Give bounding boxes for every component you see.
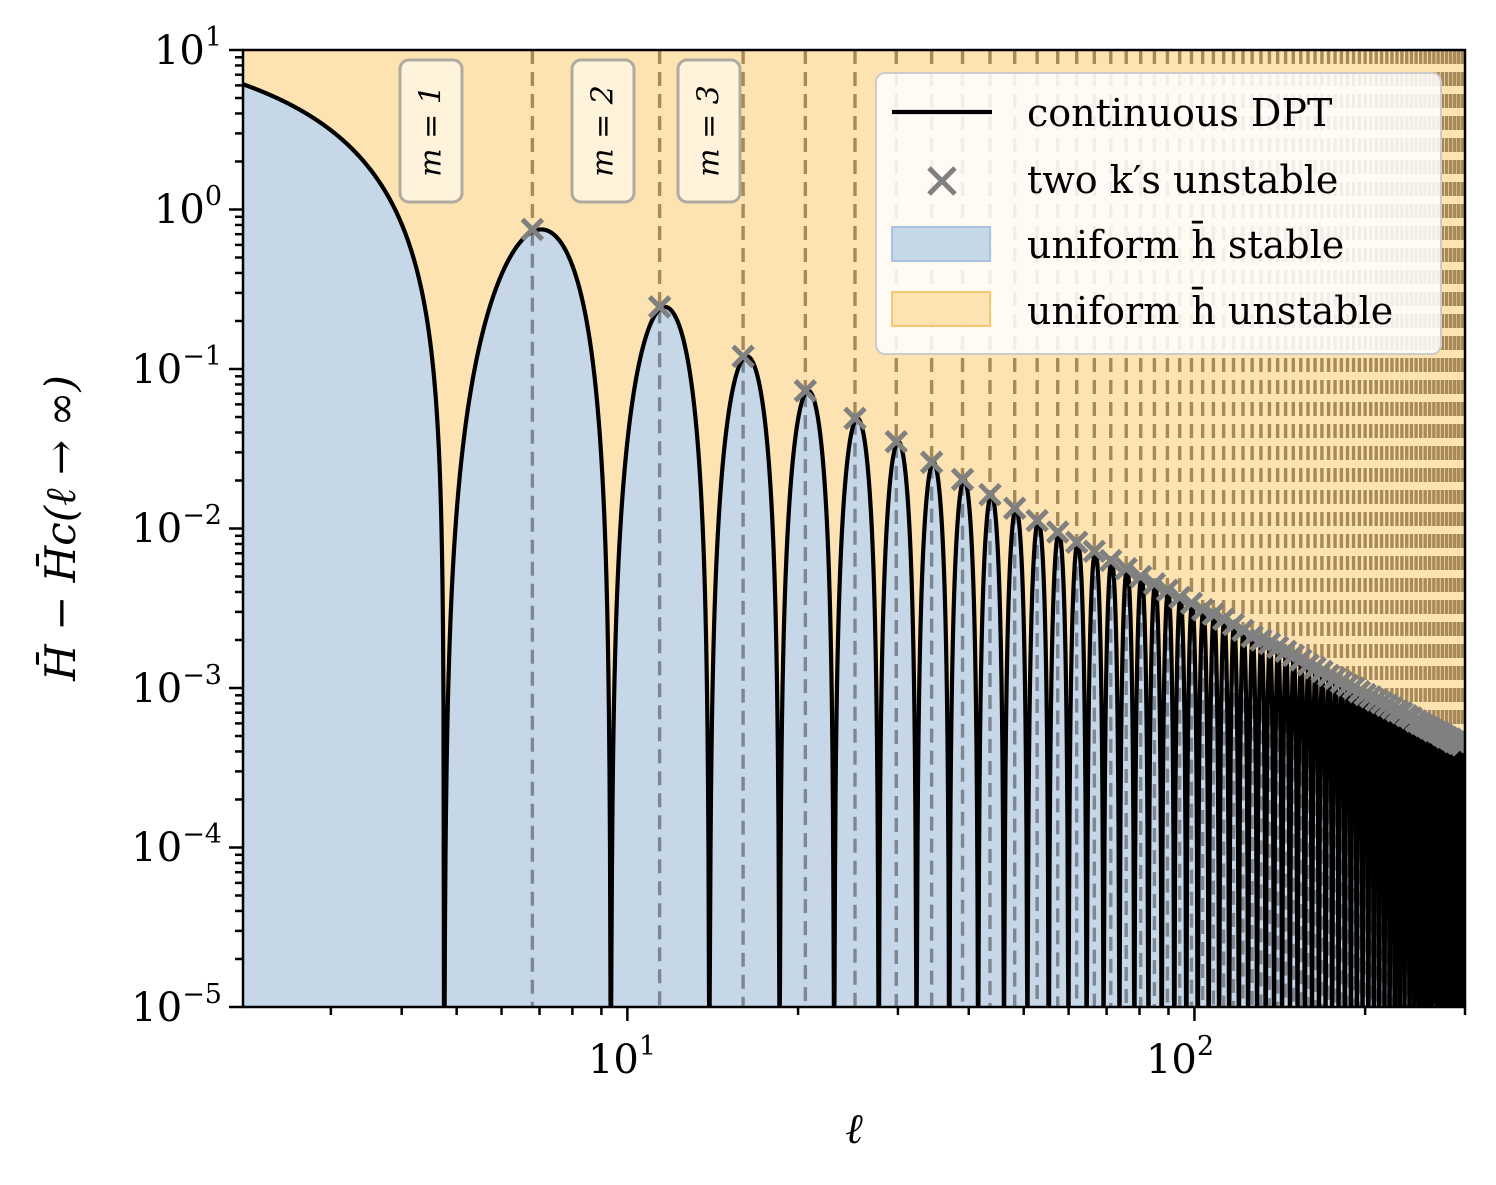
unstable-marker <box>884 429 909 454</box>
unstable-marker <box>1114 556 1138 581</box>
y-tick-label-1e-1: 10−1 <box>131 341 222 393</box>
unstable-marker <box>1155 578 1180 603</box>
unstable-marker <box>1142 572 1167 596</box>
x-tick-label-100: 102 <box>1146 1031 1214 1083</box>
unstable-marker <box>1045 520 1070 544</box>
unstable-marker <box>1025 508 1049 533</box>
annotation-m1: m = 1 <box>398 58 464 204</box>
unstable-marker <box>1450 733 1465 757</box>
annotation-m3: m = 3 <box>676 58 742 204</box>
y-tick-label-1e-2: 10−2 <box>131 500 222 552</box>
unstable-marker <box>793 379 818 403</box>
legend-swatch-stable <box>891 226 991 262</box>
unstable-marker <box>950 467 975 492</box>
unstable-marker <box>1099 548 1123 573</box>
y-tick-label-1e1: 101 <box>154 22 222 74</box>
y-axis-ticks <box>229 48 243 1009</box>
y-tick-label-1e-5: 10−5 <box>131 979 222 1031</box>
unstable-marker <box>1064 530 1089 555</box>
legend-label-stable: uniform h̄ stable <box>1027 222 1344 267</box>
m-annotations: m = 1 m = 2 m = 3 <box>398 58 742 204</box>
y-axis-title: H̄ − H̄c(ℓ → ∞) <box>34 375 85 682</box>
x-tick-label-10: 101 <box>588 1031 656 1083</box>
unstable-marker <box>843 406 867 431</box>
y-tick-label-1e-4: 10−4 <box>131 819 222 871</box>
annotation-m3-text: m = 3 <box>692 85 727 177</box>
unstable-marker <box>647 295 672 319</box>
y-tick-label-1e-3: 10−3 <box>131 660 222 712</box>
legend: continuous DPT two k′s unstable uniform … <box>875 72 1442 355</box>
unstable-markers <box>520 217 1465 757</box>
legend-label-unstable: uniform h̄ unstable <box>1027 288 1393 333</box>
unstable-marker <box>1316 663 1341 688</box>
annotation-m2-text: m = 2 <box>586 85 621 177</box>
legend-label-dpt: continuous DPT <box>1027 91 1332 135</box>
unstable-marker <box>731 344 755 369</box>
legend-label-markers: two k′s unstable <box>1027 158 1338 202</box>
x-axis-ticks <box>329 1007 1467 1021</box>
legend-box <box>875 72 1442 355</box>
unstable-marker <box>1167 585 1192 610</box>
unstable-marker <box>520 217 545 242</box>
unstable-marker <box>1082 539 1107 564</box>
legend-swatch-marker <box>927 166 957 196</box>
unstable-marker <box>978 482 1002 507</box>
y-tick-label-1e0: 100 <box>154 181 222 233</box>
annotation-m2: m = 2 <box>570 58 636 204</box>
unstable-marker <box>1128 564 1153 589</box>
annotation-m1-text: m = 1 <box>414 85 449 177</box>
x-axis-title: ℓ <box>845 1104 863 1153</box>
unstable-marker <box>919 450 944 475</box>
legend-swatch-unstable <box>891 291 991 327</box>
unstable-marker <box>1179 591 1204 615</box>
unstable-marker <box>1002 496 1027 520</box>
